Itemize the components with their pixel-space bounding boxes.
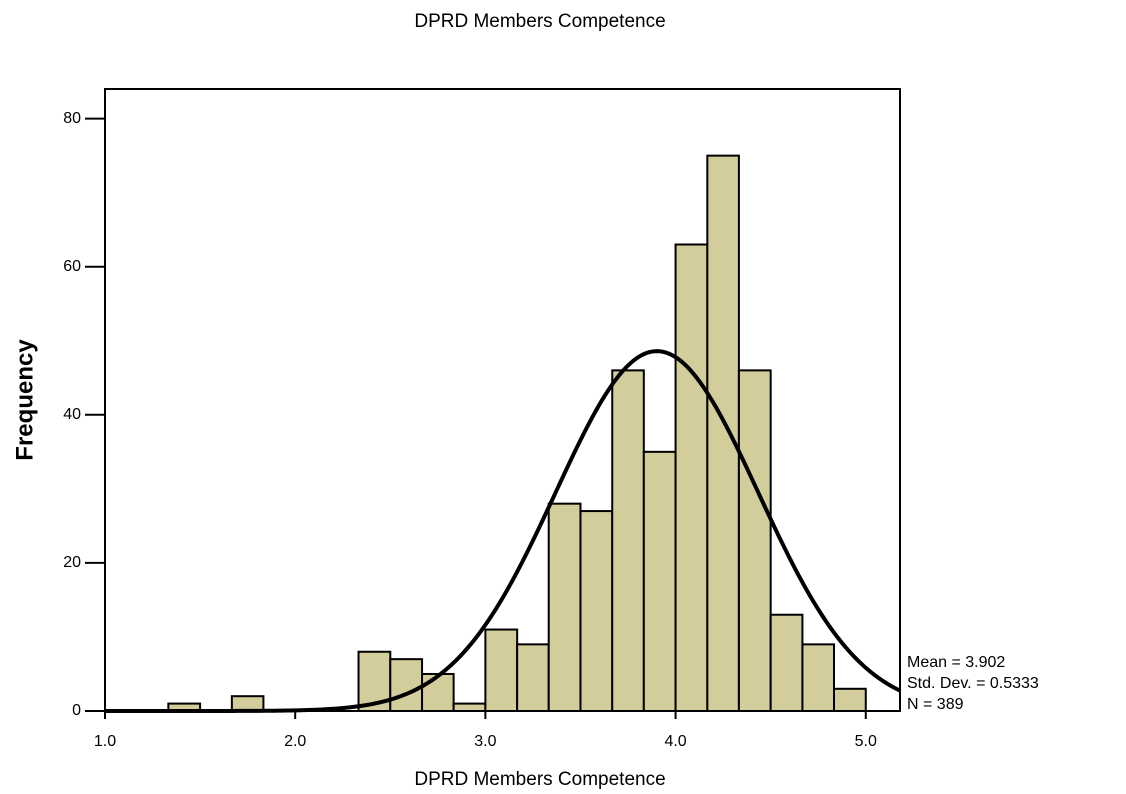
bar: [452, 702, 487, 712]
bar: [642, 450, 677, 712]
x-tick-label: 2.0: [284, 733, 306, 750]
bar: [674, 243, 709, 712]
bar: [769, 613, 804, 712]
y-tick-label: 60: [63, 258, 81, 275]
y-tick-label: 0: [72, 702, 81, 719]
bar: [547, 502, 582, 712]
bar: [737, 369, 772, 712]
y-tick-label: 40: [63, 406, 81, 423]
bar: [389, 658, 424, 713]
y-axis-label: Frequency: [11, 339, 38, 461]
x-tick-label: 3.0: [474, 733, 496, 750]
bar: [484, 628, 519, 712]
bar: [706, 154, 740, 712]
bar: [579, 510, 614, 713]
plot-frame: [104, 88, 901, 712]
chart-title: DPRD Members Competence: [414, 11, 665, 32]
bar: [230, 695, 265, 713]
stats-label: Mean = 3.902: [907, 654, 1005, 671]
x-tick-label: 1.0: [94, 733, 116, 750]
y-tick-label: 20: [63, 554, 81, 571]
bar: [611, 369, 645, 712]
x-tick-label: 5.0: [855, 733, 877, 750]
bar: [833, 687, 867, 712]
stats-label: Std. Dev. = 0.5333: [907, 675, 1039, 692]
bar: [421, 672, 455, 713]
y-tick-label: 80: [63, 110, 81, 127]
bar: [516, 643, 550, 712]
bar: [801, 643, 836, 712]
stats-label: N = 389: [907, 696, 964, 713]
x-axis-label: DPRD Members Competence: [414, 769, 665, 790]
x-tick-label: 4.0: [664, 733, 686, 750]
